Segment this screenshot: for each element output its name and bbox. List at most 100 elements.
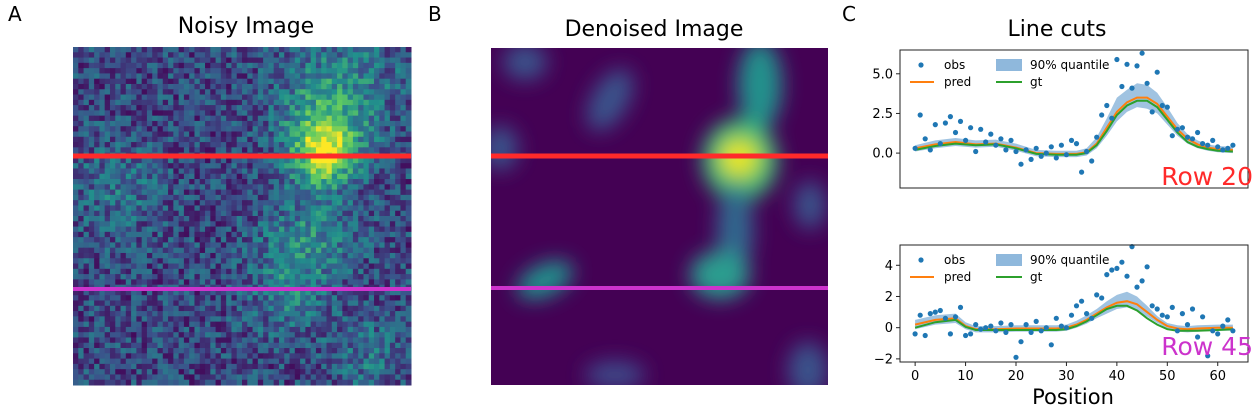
heatmap-cell xyxy=(389,99,396,106)
heatmap-cell xyxy=(252,379,259,386)
heatmap-cell xyxy=(352,295,359,301)
heatmap-cell xyxy=(347,189,354,196)
heatmap-cell xyxy=(389,337,396,344)
heatmap-cell xyxy=(162,316,169,323)
heatmap-cell xyxy=(363,342,370,349)
heatmap-cell xyxy=(326,142,333,148)
heatmap-cell xyxy=(263,184,269,191)
heatmap-cell xyxy=(289,311,296,317)
heatmap-cell xyxy=(115,268,122,275)
heatmap-cell xyxy=(152,231,158,238)
heatmap-cell xyxy=(395,342,401,349)
heatmap-cell xyxy=(183,326,190,333)
heatmap-cell xyxy=(168,62,174,69)
heatmap-cell xyxy=(99,279,106,286)
heatmap-cell xyxy=(289,83,296,90)
heatmap-cell xyxy=(368,184,375,191)
heatmap-cell xyxy=(331,194,338,201)
heatmap-cell xyxy=(284,163,291,169)
heatmap-cell xyxy=(337,89,343,96)
heatmap-cell xyxy=(157,131,164,138)
heatmap-cell xyxy=(278,226,285,233)
heatmap-cell xyxy=(199,136,206,143)
heatmap-cell xyxy=(78,163,85,169)
heatmap-cell xyxy=(220,252,227,259)
heatmap-cell xyxy=(146,237,153,243)
obs-point xyxy=(1124,273,1130,279)
obs-point xyxy=(1195,334,1201,340)
heatmap-cell xyxy=(384,57,391,64)
heatmap-cell xyxy=(257,242,264,249)
heatmap-cell xyxy=(278,369,285,375)
heatmap-cell xyxy=(173,268,180,275)
heatmap-cell xyxy=(284,268,291,275)
heatmap-cell xyxy=(310,300,317,307)
heatmap-cell xyxy=(342,358,349,365)
heatmap-cell xyxy=(141,242,148,249)
heatmap-cell xyxy=(178,379,185,386)
heatmap-cell xyxy=(141,68,148,74)
heatmap-cell xyxy=(363,142,370,148)
heatmap-cell xyxy=(194,62,201,69)
obs-point xyxy=(1058,142,1064,148)
heatmap-cell xyxy=(210,89,217,96)
heatmap-cell xyxy=(120,300,127,307)
heatmap-cell xyxy=(358,316,364,323)
heatmap-cell xyxy=(352,99,359,106)
heatmap-cell xyxy=(315,242,322,249)
heatmap-cell xyxy=(109,168,116,175)
heatmap-cell xyxy=(131,136,137,143)
heatmap-cell xyxy=(379,226,386,233)
heatmap-cell xyxy=(263,189,269,196)
heatmap-cell xyxy=(94,179,100,185)
heatmap-cell xyxy=(109,83,116,90)
heatmap-cell xyxy=(342,289,349,296)
heatmap-cell xyxy=(331,332,338,338)
heatmap-cell xyxy=(83,216,90,222)
heatmap-cell xyxy=(321,226,327,233)
heatmap-cell xyxy=(315,179,322,185)
heatmap-cell xyxy=(273,263,280,270)
heatmap-cell xyxy=(236,136,243,143)
heatmap-cell xyxy=(168,200,174,206)
heatmap-cell xyxy=(205,226,211,233)
heatmap-cell xyxy=(109,142,116,148)
heatmap-cell xyxy=(358,115,364,122)
heatmap-cell xyxy=(315,163,322,169)
heatmap-cell xyxy=(400,105,407,111)
heatmap-cell xyxy=(125,274,132,280)
heatmap-cell xyxy=(152,274,158,280)
heatmap-cell xyxy=(252,358,259,365)
heatmap-cell xyxy=(157,374,164,381)
heatmap-cell xyxy=(141,221,148,228)
heatmap-cell xyxy=(395,179,401,185)
heatmap-cell xyxy=(263,305,269,312)
heatmap-cell xyxy=(83,126,90,132)
heatmap-cell xyxy=(305,179,312,185)
heatmap-cell xyxy=(315,289,322,296)
heatmap-cell xyxy=(395,374,401,381)
heatmap-cell xyxy=(352,300,359,307)
heatmap-cell xyxy=(247,68,254,74)
heatmap-cell xyxy=(326,348,333,354)
heatmap-cell xyxy=(220,295,227,301)
heatmap-cell xyxy=(278,353,285,360)
heatmap-cell xyxy=(252,263,259,270)
heatmap-cell xyxy=(210,57,217,64)
heatmap-cell xyxy=(146,89,153,96)
heatmap-cell xyxy=(115,173,122,180)
heatmap-cell xyxy=(141,311,148,317)
heatmap-cell xyxy=(247,342,254,349)
heatmap-cell xyxy=(289,52,296,59)
heatmap-cell xyxy=(363,47,370,53)
heatmap-cell xyxy=(83,237,90,243)
heatmap-cell xyxy=(321,221,327,228)
heatmap-cell xyxy=(83,226,90,233)
heatmap-cell xyxy=(374,126,380,132)
heatmap-cell xyxy=(109,268,116,275)
heatmap-cell xyxy=(379,300,386,307)
heatmap-cell xyxy=(152,242,158,249)
heatmap-cell xyxy=(400,157,407,164)
heatmap-cell xyxy=(125,210,132,217)
heatmap-cell xyxy=(305,68,312,74)
